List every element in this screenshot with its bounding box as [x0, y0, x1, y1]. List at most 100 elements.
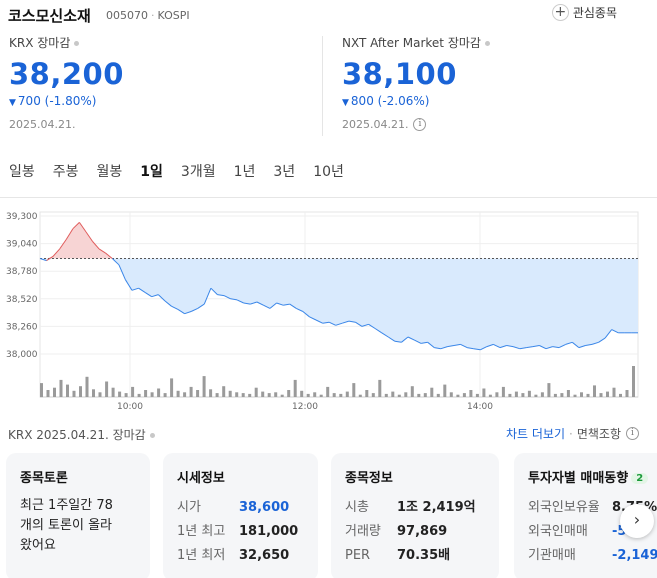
disclaimer-link[interactable]: 면책조항 — [576, 427, 621, 441]
price-line-segment — [111, 258, 120, 266]
quote-info-card[interactable]: 시세정보 시가 38,600 1년 최고 181,000 1년 최저 32,650 — [163, 453, 318, 578]
price-line-segment — [539, 345, 547, 350]
down-triangle-icon: ▼ — [9, 98, 16, 108]
volume-bar — [417, 393, 421, 397]
status-dot-icon — [484, 41, 490, 46]
info-icon[interactable]: i — [413, 118, 427, 131]
market-name: KOSPI — [157, 9, 190, 22]
price-line-segment — [506, 345, 514, 348]
tab-weekly[interactable]: 주봉 — [52, 164, 79, 180]
tab-daily[interactable]: 일봉 — [9, 164, 35, 180]
volume-bar — [79, 386, 82, 397]
price-line-segment — [401, 336, 409, 343]
price-line-segment — [164, 300, 172, 307]
price-line-segment — [236, 299, 244, 304]
volume-bar — [313, 392, 317, 397]
volume-bar — [625, 390, 629, 397]
volume-bar — [358, 394, 362, 397]
krx-change-text: 700 (-1.80%) — [17, 94, 97, 108]
divider — [322, 36, 323, 136]
chart-more-link[interactable]: 차트 더보기 — [505, 427, 565, 441]
price-line-segment — [545, 346, 553, 350]
tab-3months[interactable]: 3개월 — [180, 164, 216, 180]
market-status-row: KRX 2025.04.21. 장마감 — [8, 426, 155, 443]
volume-bar — [235, 392, 239, 397]
price-line-segment — [177, 308, 185, 315]
price-line-segment — [52, 248, 61, 257]
price-line-segment — [368, 323, 376, 329]
add-favorite-button[interactable]: + 관심종목 — [551, 4, 617, 21]
volume-bar — [606, 391, 609, 397]
price-line-segment — [157, 294, 166, 302]
tab-3years[interactable]: 3년 — [273, 164, 296, 180]
price-line-segment — [46, 255, 54, 262]
price-line-segment — [296, 307, 304, 312]
volume-bar — [280, 394, 284, 397]
info-row: 거래량 97,869 — [345, 520, 499, 544]
price-line-segment — [381, 332, 389, 338]
y-tick-label: 39,040 — [6, 240, 38, 250]
discussion-card[interactable]: 종목토론 최근 1주일간 78개의 토론이 올라왔어요 — [6, 453, 150, 578]
volume-bar — [397, 394, 401, 397]
chart-period-tabs: 일봉 주봉 월봉 1일 3개월 1년 3년 10년 — [9, 161, 362, 181]
price-line-segment — [78, 222, 87, 233]
row-key: 거래량 — [345, 524, 381, 539]
row-value: 38,600 — [239, 500, 290, 515]
tab-1year[interactable]: 1년 — [233, 164, 256, 180]
volume-bar — [365, 390, 369, 397]
volume-bar — [183, 392, 187, 397]
card-title: 종목토론 — [20, 471, 68, 486]
tabs-divider — [0, 197, 657, 198]
stock-info-card[interactable]: 종목정보 시총 1조 2,419억 거래량 97,869 PER 70.35배 — [331, 453, 499, 578]
row-value: 70.35배 — [397, 548, 451, 563]
price-line-segment — [151, 294, 159, 298]
volume-bar — [482, 388, 486, 397]
price-line-segment — [256, 301, 264, 306]
price-line-segment — [322, 321, 330, 324]
status-dot-icon — [74, 41, 80, 46]
price-line-segment — [565, 341, 573, 345]
volume-bar — [215, 393, 219, 397]
price-line-segment — [144, 291, 152, 298]
volume-bar — [326, 386, 330, 397]
intraday-chart[interactable]: 39,300 39,040 38,780 38,520 38,260 38,000 10:0… — [0, 200, 657, 415]
price-line-segment — [414, 339, 422, 344]
volume-bar — [267, 393, 271, 397]
row-key: 기관매매 — [528, 548, 576, 563]
volume-bar — [508, 393, 512, 397]
volume-bar — [534, 394, 538, 397]
tab-monthly[interactable]: 월봉 — [96, 164, 123, 180]
nxt-label: NXT After Market 장마감 — [342, 34, 490, 51]
price-line-segment — [138, 287, 146, 293]
volume-bar — [619, 393, 622, 397]
volume-bar — [124, 393, 128, 397]
price-line-segment — [604, 329, 613, 339]
volume-bar — [150, 392, 154, 397]
price-line-segment — [591, 341, 599, 345]
price-line-segment — [131, 287, 139, 291]
volume-bar — [593, 385, 596, 397]
volume-bar — [547, 383, 551, 398]
volume-bar — [176, 390, 180, 397]
price-line-segment — [434, 347, 441, 350]
status-dot-icon — [149, 433, 155, 438]
next-card-button[interactable]: › — [620, 504, 654, 538]
tab-10years[interactable]: 10년 — [313, 164, 344, 180]
info-icon[interactable]: i — [626, 427, 639, 440]
volume-bar — [293, 379, 297, 397]
price-line-segment — [453, 343, 461, 346]
card-title: 시세정보 — [177, 471, 225, 486]
separator-dot: · — [151, 9, 155, 22]
price-line-segment — [203, 288, 212, 305]
price-line-segment — [532, 345, 540, 348]
volume-bar — [566, 390, 570, 397]
volume-bar — [157, 388, 161, 397]
volume-bar — [189, 386, 193, 397]
nxt-date-text: 2025.04.21. — [342, 118, 409, 131]
price-line-segment — [65, 228, 74, 240]
price-line-segment — [223, 295, 231, 300]
y-tick-label: 39,300 — [6, 212, 38, 222]
y-tick-label: 38,520 — [6, 295, 38, 305]
price-line-segment — [289, 303, 297, 309]
tab-1day[interactable]: 1일 — [140, 164, 163, 180]
